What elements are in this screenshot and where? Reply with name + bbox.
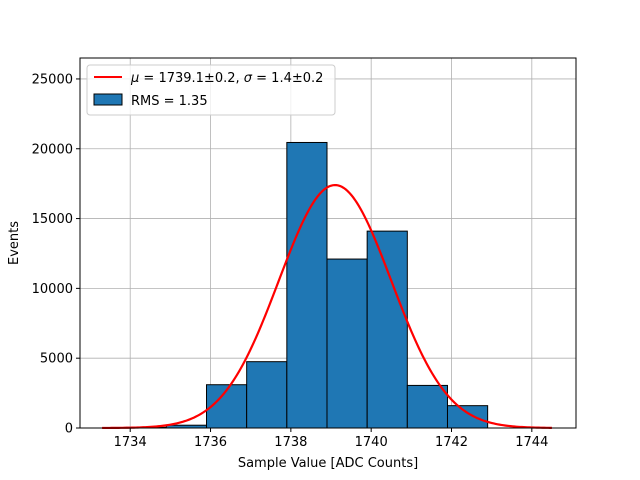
- y-tick-label: 20000: [32, 142, 73, 157]
- histogram-bar: [326, 258, 368, 429]
- y-tick-label: 0: [65, 422, 73, 437]
- x-axis-ticks: 1734 1736 1738 1740 1742 1744: [114, 428, 548, 450]
- legend: μ = 1739.1±0.2, σ = 1.4±0.2 RMS = 1.35: [86, 64, 336, 116]
- legend-box: [86, 64, 336, 116]
- x-tick-label: 1734: [114, 435, 147, 450]
- x-axis-label: Sample Value [ADC Counts]: [238, 456, 418, 471]
- legend-histogram-label: RMS = 1.35: [131, 94, 208, 109]
- y-tick-label: 5000: [40, 352, 73, 367]
- y-axis-ticks: 0 5000 10000 15000 20000 25000: [32, 72, 80, 437]
- fit-curve: [102, 183, 552, 430]
- x-tick-label: 1744: [515, 435, 548, 450]
- fit-curve-group: [102, 183, 552, 430]
- x-tick-label: 1736: [194, 435, 227, 450]
- histogram-bar: [446, 405, 489, 429]
- x-tick-label: 1740: [355, 435, 388, 450]
- histogram-bar: [246, 361, 288, 429]
- plot-frame: [79, 57, 577, 429]
- legend-histogram-swatch: [93, 93, 123, 106]
- histogram-bars: [125, 141, 489, 429]
- x-tick-label: 1738: [274, 435, 307, 450]
- y-tick-label: 25000: [32, 72, 73, 87]
- y-tick-label: 15000: [32, 212, 73, 227]
- y-axis-label: Events: [7, 221, 22, 265]
- histogram-bar: [286, 141, 328, 429]
- legend-fit-label: μ = 1739.1±0.2, σ = 1.4±0.2: [130, 71, 323, 86]
- histogram-bar: [366, 230, 408, 429]
- y-tick-label: 10000: [32, 282, 73, 297]
- x-tick-label: 1742: [435, 435, 468, 450]
- histogram-bar: [406, 384, 448, 429]
